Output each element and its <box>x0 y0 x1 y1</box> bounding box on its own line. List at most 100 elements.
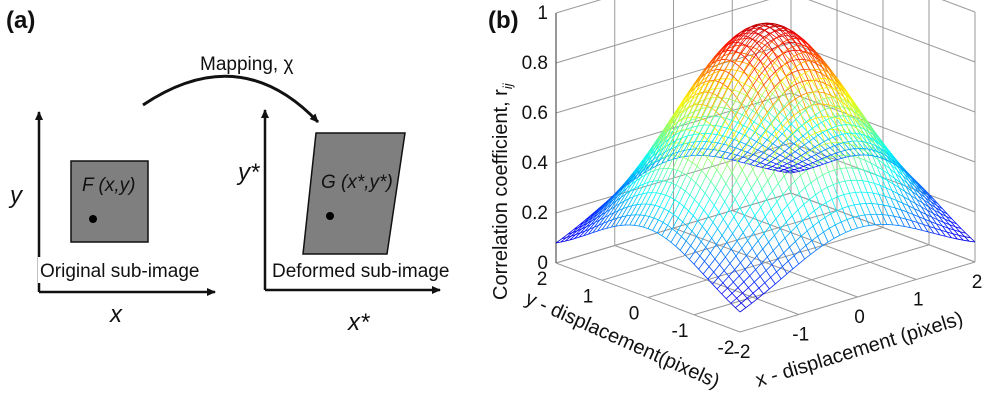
mesh-segment <box>807 226 813 231</box>
mesh-segment <box>674 214 679 218</box>
mesh-segment <box>736 148 742 150</box>
mesh-segment <box>751 132 756 138</box>
mesh-segment <box>683 211 689 222</box>
mesh-segment <box>788 256 794 261</box>
mesh-segment <box>888 215 893 225</box>
mesh-segment <box>735 263 741 270</box>
mesh-segment <box>801 176 806 188</box>
mesh-segment <box>677 232 682 236</box>
mesh-segment <box>708 158 713 163</box>
mesh-segment <box>772 191 777 202</box>
mesh-segment <box>730 256 736 263</box>
mesh-segment <box>750 198 756 207</box>
mesh-segment <box>772 50 777 58</box>
y-tick-label: -1 <box>672 321 689 342</box>
mesh-segment <box>685 191 690 195</box>
mesh-segment <box>831 214 836 225</box>
mesh-segment <box>792 70 798 72</box>
mesh-segment <box>680 241 686 250</box>
mesh-segment <box>736 43 742 51</box>
mesh-segment <box>820 109 825 111</box>
mesh-segment <box>744 163 750 165</box>
mesh-segment <box>722 294 727 299</box>
mesh-segment <box>779 36 785 37</box>
mesh-segment <box>786 216 792 222</box>
mesh-segment <box>726 59 731 60</box>
mesh-segment <box>690 195 695 200</box>
original-point <box>89 215 97 223</box>
mesh-segment <box>691 246 696 251</box>
mesh-segment <box>762 189 767 199</box>
mesh-segment <box>789 99 795 104</box>
mesh-segment <box>737 293 743 298</box>
mesh-segment <box>653 181 658 182</box>
deformed-box-label: G (x*,y*) <box>321 172 393 193</box>
mesh-segment <box>746 303 752 307</box>
mesh-segment <box>694 256 700 264</box>
mesh-segment <box>811 178 817 182</box>
mesh-segment <box>793 199 798 210</box>
mesh-segment <box>737 241 742 248</box>
mesh-segment <box>788 261 793 269</box>
mesh-segment <box>705 193 710 199</box>
mesh-segment <box>836 152 841 154</box>
mesh-segment <box>685 179 691 191</box>
deformed-x-label: x* <box>347 309 370 336</box>
mesh-segment <box>823 98 828 99</box>
mesh-segment <box>694 264 699 269</box>
mesh-segment <box>655 205 660 206</box>
mesh-segment <box>764 226 770 233</box>
mesh-segment <box>838 195 844 197</box>
mesh-segment <box>844 195 849 207</box>
mesh-segment <box>805 188 810 200</box>
mesh-segment <box>695 200 700 205</box>
mesh-segment <box>826 120 832 128</box>
mesh-segment <box>800 110 805 114</box>
mesh-segment <box>741 179 747 189</box>
mesh-segment <box>829 225 835 228</box>
mesh-segment <box>689 259 694 264</box>
mesh-segment <box>783 188 789 195</box>
mesh-segment <box>741 263 746 270</box>
mesh-segment <box>704 261 709 266</box>
mesh-segment <box>796 156 801 159</box>
mesh-segment <box>818 232 824 236</box>
mesh-segment <box>662 168 668 180</box>
mesh-segment <box>801 93 807 95</box>
mesh-segment <box>741 256 747 263</box>
z-tick-label: 0.8 <box>522 53 548 74</box>
mesh-segment <box>805 254 811 259</box>
mesh-segment <box>700 176 706 188</box>
grid-line <box>602 210 837 280</box>
mesh-segment <box>737 150 742 155</box>
mesh-segment <box>752 241 758 248</box>
mesh-segment <box>718 229 723 236</box>
mesh-segment <box>706 238 712 247</box>
mesh-segment <box>654 207 660 218</box>
mesh-segment <box>787 133 793 139</box>
mesh-segment <box>643 217 649 228</box>
mesh-segment <box>731 241 737 249</box>
mesh-segment <box>764 119 770 124</box>
mesh-segment <box>725 152 731 154</box>
mesh-segment <box>826 203 831 214</box>
mesh-segment <box>839 183 844 195</box>
mesh-segment <box>829 170 835 172</box>
panel-a-label: (a) <box>6 7 35 34</box>
mesh-segment <box>789 181 795 187</box>
deformed-point <box>326 212 334 220</box>
mesh-segment <box>690 130 695 131</box>
mesh-segment <box>693 216 698 221</box>
mesh-segment <box>731 303 736 307</box>
mesh-segment <box>848 141 853 142</box>
mesh-segment <box>667 169 673 182</box>
mesh-segment <box>725 249 731 257</box>
mesh-segment <box>866 204 871 215</box>
mesh-segment <box>832 129 838 130</box>
mesh-segment <box>852 228 858 230</box>
mesh-segment <box>808 129 813 133</box>
mesh-segment <box>812 236 818 240</box>
mesh-segment <box>867 192 872 203</box>
mesh-segment <box>755 61 761 69</box>
surface-mesh <box>556 23 975 312</box>
